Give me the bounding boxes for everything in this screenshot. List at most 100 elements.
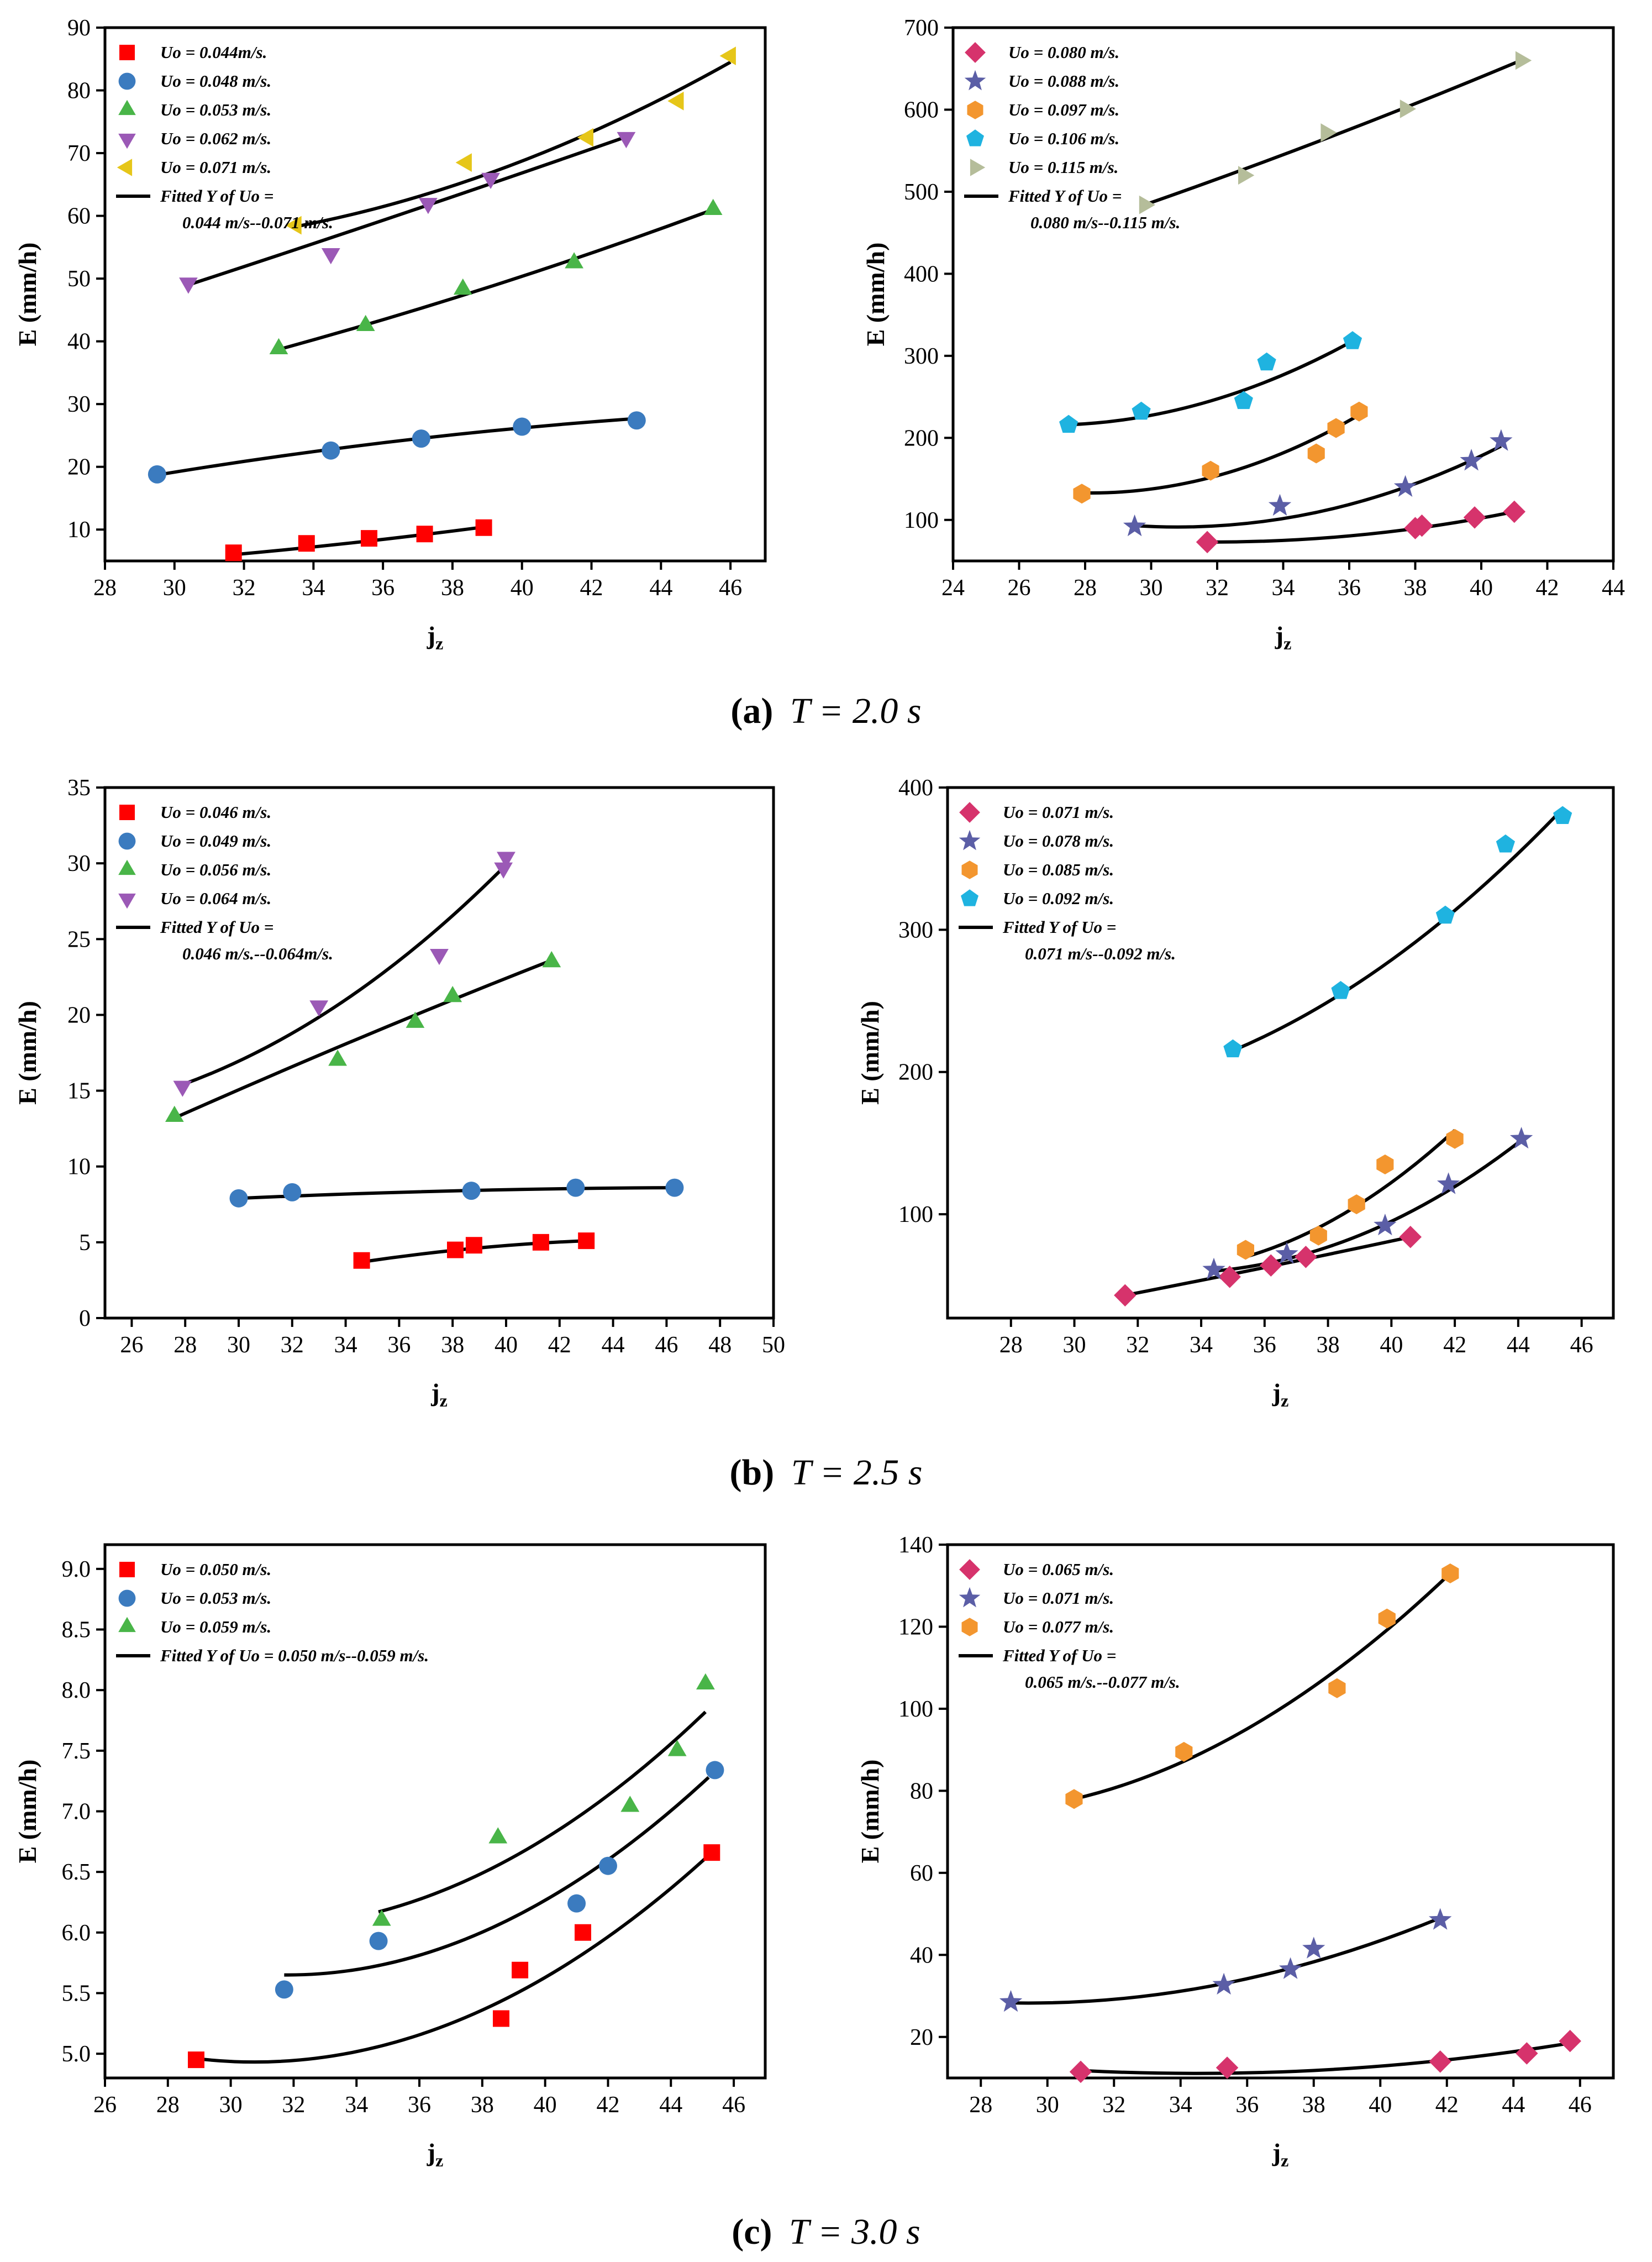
legend-marker bbox=[961, 860, 978, 879]
legend-marker bbox=[119, 805, 135, 820]
y-tick-label: 8.5 bbox=[62, 1618, 91, 1643]
x-tick-label: 32 bbox=[281, 1332, 304, 1358]
legend-marker bbox=[964, 70, 986, 91]
data-point bbox=[369, 1932, 388, 1950]
data-point bbox=[1441, 1563, 1459, 1583]
y-tick-label: 80 bbox=[67, 78, 91, 104]
y-tick-label: 200 bbox=[904, 426, 939, 451]
y-tick-label: 6.5 bbox=[62, 1860, 91, 1885]
legend-label: Uo = 0.049 m/s. bbox=[160, 831, 271, 851]
fit-line bbox=[1144, 59, 1522, 207]
legend-fit-label: Fitted Y of Uo = bbox=[1008, 186, 1122, 206]
x-tick-label: 46 bbox=[655, 1332, 678, 1358]
data-point bbox=[1202, 1257, 1225, 1280]
legend-marker bbox=[961, 1618, 978, 1636]
data-point bbox=[1553, 806, 1572, 824]
chart-b-right: 28 30 32 34 36 38 40 42 44 46 100 200 300 400 jz E (mm/… bbox=[856, 775, 1615, 1410]
legend-label: Uo = 0.071 m/s. bbox=[1003, 1588, 1114, 1608]
data-point bbox=[298, 535, 315, 552]
caption-a: (a) T = 2.0 s bbox=[730, 691, 921, 731]
fit-line bbox=[278, 208, 714, 351]
caption-b-text: T = 2.5 s bbox=[791, 1452, 923, 1493]
data-point bbox=[627, 411, 646, 430]
data-point bbox=[1212, 1972, 1235, 1995]
legend-marker bbox=[966, 129, 984, 146]
x-tick-label: 28 bbox=[969, 2092, 992, 2118]
data-point bbox=[1559, 2029, 1581, 2053]
y-tick-label: 80 bbox=[910, 1778, 933, 1804]
y-tick-label: 400 bbox=[898, 775, 933, 801]
fit-line bbox=[1213, 1138, 1523, 1273]
data-point bbox=[575, 1924, 591, 1941]
fit-line bbox=[188, 135, 627, 287]
legend-marker bbox=[118, 832, 136, 850]
y-tick-label: 7.5 bbox=[62, 1739, 91, 1764]
y-tick-label: 40 bbox=[67, 329, 91, 355]
data-point bbox=[361, 530, 377, 547]
y-tick-label: 5.0 bbox=[62, 2041, 91, 2067]
y-tick-label: 7.0 bbox=[62, 1799, 91, 1825]
data-point bbox=[188, 2051, 204, 2069]
chart-c-right: 28 30 32 34 36 38 40 42 44 46 20 40 60 80 100 120 140 jz E… bbox=[856, 1533, 1615, 2170]
legend-label: Uo = 0.050 m/s. bbox=[160, 1560, 271, 1579]
y-tick-label: 5 bbox=[79, 1230, 91, 1256]
y-tick-label: 10 bbox=[67, 517, 91, 543]
x-tick-label: 36 bbox=[371, 575, 394, 601]
y-tick-label: 30 bbox=[67, 851, 91, 877]
legend-fit-label: 0.071 m/s--0.092 m/s. bbox=[1025, 944, 1176, 963]
data-point bbox=[1327, 418, 1345, 438]
data-point bbox=[620, 1796, 640, 1812]
plot-frame bbox=[103, 26, 767, 563]
y-tick-label: 40 bbox=[910, 1943, 933, 1968]
x-tick-label: 40 bbox=[1380, 1332, 1403, 1358]
data-point bbox=[225, 544, 242, 561]
legend-label: Uo = 0.053 m/s. bbox=[160, 100, 271, 119]
x-tick-label: 34 bbox=[302, 575, 325, 601]
y-tick-label: 120 bbox=[898, 1614, 933, 1640]
y-axis-label: E (mm/h) bbox=[856, 1001, 884, 1105]
data-point bbox=[275, 1980, 293, 1999]
data-point bbox=[1411, 514, 1433, 537]
x-tick-label: 28 bbox=[999, 1332, 1023, 1358]
x-tick-label: 34 bbox=[1272, 575, 1295, 601]
fit-line bbox=[296, 60, 732, 228]
data-point bbox=[493, 2010, 509, 2027]
y-tick-label: 700 bbox=[904, 15, 939, 41]
x-tick-label: 28 bbox=[93, 575, 117, 601]
caption-c: (c) T = 3.0 s bbox=[732, 2212, 920, 2252]
caption-c-text: T = 3.0 s bbox=[789, 2212, 920, 2252]
data-point bbox=[406, 1011, 425, 1028]
y-tick-label: 10 bbox=[67, 1154, 91, 1180]
data-point bbox=[1123, 514, 1146, 537]
data-point bbox=[567, 1894, 586, 1913]
legend-marker bbox=[959, 830, 981, 851]
legend-label: Uo = 0.059 m/s. bbox=[160, 1617, 271, 1636]
data-point bbox=[283, 1183, 302, 1201]
data-point bbox=[475, 519, 492, 536]
data-point bbox=[443, 986, 462, 1003]
legend-label: Uo = 0.078 m/s. bbox=[1003, 831, 1114, 851]
x-tick-label: 46 bbox=[719, 575, 742, 601]
data-point bbox=[1343, 331, 1362, 349]
x-tick-label: 42 bbox=[1443, 1332, 1466, 1358]
fit-line bbox=[196, 1851, 713, 2064]
data-point bbox=[1496, 834, 1515, 853]
data-point bbox=[1437, 1172, 1460, 1194]
y-tick-label: 300 bbox=[898, 917, 933, 943]
data-point bbox=[165, 1105, 184, 1122]
y-tick-label: 60 bbox=[910, 1861, 933, 1886]
data-point bbox=[430, 949, 449, 965]
data-point bbox=[356, 314, 375, 331]
caption-b-label: (b) bbox=[730, 1452, 775, 1493]
y-tick-label: 140 bbox=[898, 1533, 933, 1558]
x-tick-label: 32 bbox=[1126, 1332, 1149, 1358]
legend-marker bbox=[965, 42, 986, 63]
data-point bbox=[372, 1909, 391, 1926]
chart-a-left: 28 30 32 34 36 38 40 42 44 46 10 20 30 40 50 60 70 80 90 jz… bbox=[13, 15, 767, 653]
fit-line bbox=[1081, 413, 1360, 495]
x-tick-label: 26 bbox=[120, 1332, 143, 1358]
x-tick-label: 30 bbox=[1036, 2092, 1059, 2118]
y-tick-label: 25 bbox=[67, 927, 91, 952]
legend-label: Uo = 0.115 m/s. bbox=[1008, 158, 1118, 177]
